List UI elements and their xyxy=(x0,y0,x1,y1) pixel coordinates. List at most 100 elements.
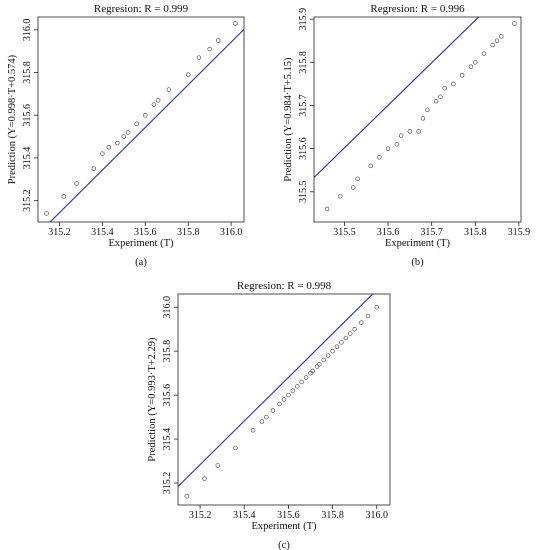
data-point xyxy=(290,388,296,393)
data-point xyxy=(215,463,221,468)
y-tick-label: 315.6 xyxy=(162,384,173,407)
data-point xyxy=(365,313,371,319)
data-point xyxy=(481,51,487,56)
data-point xyxy=(44,211,49,216)
data-point xyxy=(494,38,500,43)
data-point xyxy=(310,368,315,374)
data-point xyxy=(259,419,265,424)
data-point xyxy=(121,134,127,139)
data-point xyxy=(420,116,426,121)
data-point xyxy=(91,166,97,171)
data-point xyxy=(216,38,221,43)
data-point xyxy=(207,46,212,52)
y-tick-label: 316.0 xyxy=(162,296,173,319)
y-tick-label: 315.4 xyxy=(22,147,33,170)
data-point xyxy=(337,193,343,199)
chart-title: Regresion: R = 0.999 xyxy=(94,3,189,15)
data-point xyxy=(339,340,344,345)
y-tick-label: 315.5 xyxy=(298,181,309,204)
data-point xyxy=(202,476,207,481)
data-point xyxy=(394,142,400,147)
x-tick-label: 315.7 xyxy=(420,227,443,238)
x-tick-label: 316.0 xyxy=(220,227,243,238)
data-point xyxy=(472,60,478,65)
x-axis-label: Experiment (T) xyxy=(108,238,174,249)
x-tick-label: 315.5 xyxy=(333,227,356,238)
data-point xyxy=(295,384,300,389)
data-point xyxy=(196,55,202,60)
data-point xyxy=(359,320,364,325)
data-point xyxy=(350,185,356,190)
chart-title: Regresion: R = 0.996 xyxy=(370,3,465,15)
x-tick-label: 315.4 xyxy=(91,227,114,238)
panel-label: (c) xyxy=(278,540,290,550)
y-tick-label: 315.2 xyxy=(22,189,33,212)
y-axis-label: Prediction (Y=0.993·T+2.29) xyxy=(147,337,158,462)
x-tick-label: 315.4 xyxy=(233,510,256,521)
x-axis-label: Experiment (T) xyxy=(251,521,317,532)
data-point xyxy=(348,331,353,336)
data-point xyxy=(377,155,382,160)
plot-frame xyxy=(313,16,522,223)
data-point xyxy=(143,112,148,118)
x-tick-label: 315.8 xyxy=(321,510,344,521)
data-point xyxy=(277,401,282,407)
data-point xyxy=(330,348,335,354)
chart-panel-3: Regresion: R = 0.998 315.2 315.4 315.6 315.8… xyxy=(147,280,391,550)
data-point xyxy=(425,107,430,113)
y-tick-label: 315.4 xyxy=(162,428,173,451)
panel-label: (b) xyxy=(411,257,424,268)
x-tick-label: 315.6 xyxy=(134,227,157,238)
data-point xyxy=(303,375,309,380)
data-point xyxy=(442,85,447,91)
chart-title: Regresion: R = 0.998 xyxy=(237,280,332,292)
panel-label: (a) xyxy=(135,257,147,268)
data-point xyxy=(468,64,474,69)
x-tick-label: 315.8 xyxy=(464,227,487,238)
data-point xyxy=(512,21,517,26)
data-point xyxy=(250,428,256,433)
regression-line xyxy=(314,17,480,178)
data-point xyxy=(270,408,276,413)
y-tick-label: 315.2 xyxy=(162,472,173,495)
data-point xyxy=(61,194,66,199)
data-point xyxy=(155,98,161,103)
data-point xyxy=(185,72,191,77)
chart-panel-1: Regresion: R = 0.999 315.2 315.4 315.6 315.8… xyxy=(7,3,245,268)
data-point xyxy=(355,176,360,182)
data-point xyxy=(100,151,105,156)
regression-line xyxy=(178,294,374,487)
data-point xyxy=(343,335,349,341)
x-tick-label: 315.8 xyxy=(177,227,200,238)
x-tick-label: 315.6 xyxy=(377,227,400,238)
data-point xyxy=(499,34,504,39)
data-point xyxy=(106,145,112,150)
data-point xyxy=(264,414,269,420)
data-point xyxy=(151,102,157,107)
x-tick-label: 315.9 xyxy=(508,227,531,238)
data-point xyxy=(325,353,331,358)
y-tick-label: 315.6 xyxy=(298,137,309,160)
plot-frame xyxy=(37,16,245,223)
y-tick-label: 315.8 xyxy=(162,340,173,363)
y-tick-label: 315.8 xyxy=(22,61,33,84)
data-point xyxy=(374,304,380,310)
data-point xyxy=(314,364,320,369)
data-point xyxy=(398,133,404,138)
y-tick-label: 315.8 xyxy=(298,51,309,74)
y-tick-label: 315.6 xyxy=(22,104,33,127)
data-point xyxy=(416,129,421,134)
data-point xyxy=(233,445,238,451)
x-tick-label: 315.2 xyxy=(48,227,71,238)
data-point xyxy=(281,397,287,402)
data-point xyxy=(125,130,131,135)
data-point xyxy=(233,21,238,26)
data-point xyxy=(451,81,456,87)
data-point xyxy=(299,379,304,385)
x-tick-label: 316.0 xyxy=(366,510,389,521)
data-point xyxy=(407,129,413,134)
data-point xyxy=(286,392,291,398)
data-point xyxy=(324,206,330,212)
data-point xyxy=(334,344,340,350)
